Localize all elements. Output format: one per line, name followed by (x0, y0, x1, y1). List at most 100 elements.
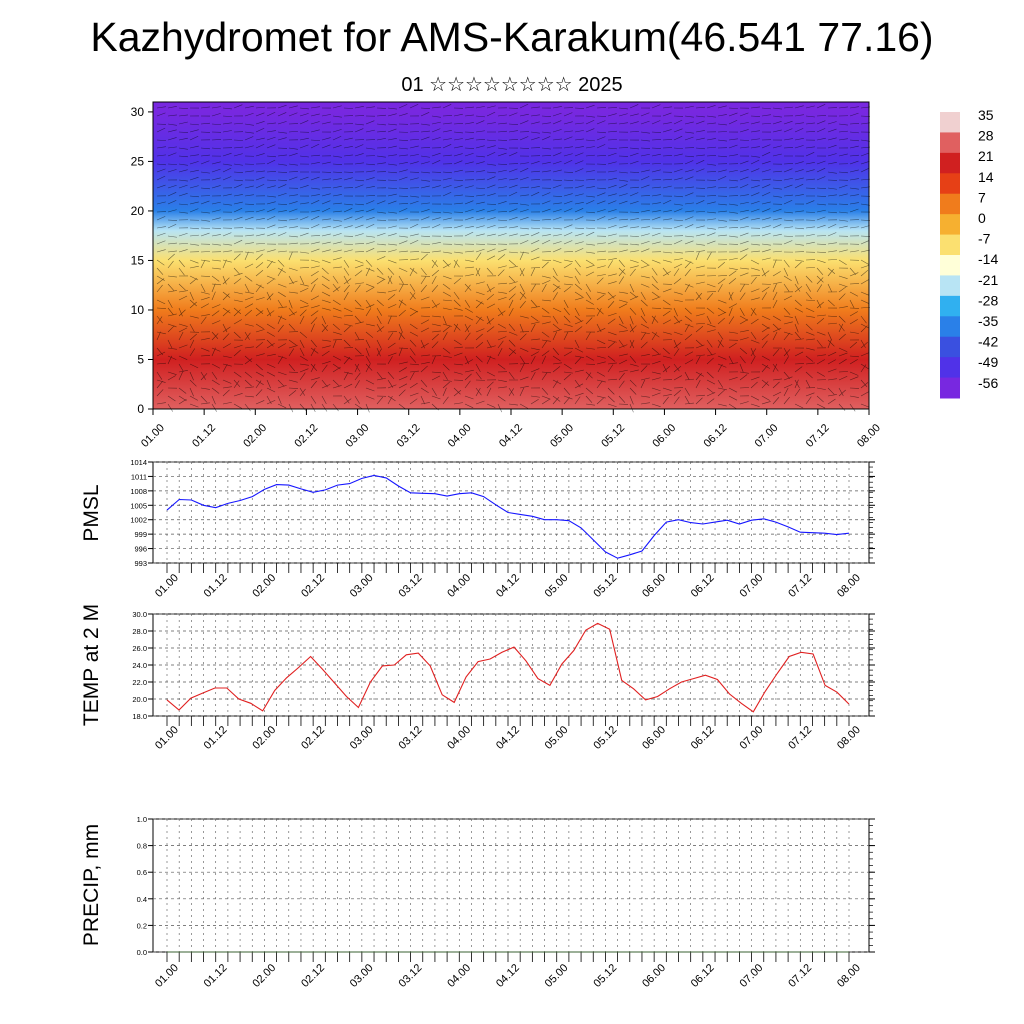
wind-vector (464, 359, 473, 365)
colorbar-swatch (940, 336, 960, 358)
wind-vector (365, 347, 370, 357)
wind-vector (750, 159, 760, 165)
wind-vector (739, 307, 745, 316)
wind-vector (266, 293, 274, 301)
wind-vector (321, 207, 331, 213)
wind-vector (585, 332, 591, 341)
wind-vector (200, 160, 210, 165)
wind-vector (607, 331, 617, 336)
wind-vector (200, 259, 206, 269)
wind-vector (365, 395, 375, 400)
wind-vector (541, 200, 551, 205)
wind-vector (827, 331, 832, 341)
wind-vector (563, 171, 574, 173)
wind-vector (255, 253, 263, 261)
wind-vector (783, 163, 794, 165)
wind-vector (453, 243, 463, 246)
wind-vector (695, 281, 705, 285)
wind-vector (805, 307, 815, 313)
wind-vector (244, 105, 254, 109)
wind-vector (607, 200, 617, 205)
wind-vector (431, 211, 441, 214)
wind-vector (651, 147, 662, 149)
wind-vector (442, 371, 448, 380)
wind-vector (453, 194, 463, 197)
wind-vector (189, 234, 199, 237)
wind-vector (310, 209, 320, 213)
wind-vector (332, 307, 342, 312)
wind-vector (673, 128, 683, 133)
wind-vector (794, 145, 804, 149)
wind-vector (783, 177, 793, 181)
wind-vector (321, 395, 327, 405)
wind-vector (684, 351, 694, 357)
wind-vector (607, 113, 617, 117)
wind-vector (332, 355, 342, 361)
wind-vector (398, 383, 408, 389)
wind-vector (706, 398, 715, 405)
wind-vector (266, 371, 276, 377)
wind-vector (618, 276, 625, 285)
wind-vector (519, 168, 529, 173)
wind-vector (695, 137, 705, 141)
wind-vector (552, 315, 559, 324)
wind-vector (640, 209, 650, 213)
wind-vector (277, 291, 286, 297)
wind-vector (299, 331, 308, 339)
wind-vector (321, 200, 331, 205)
wind-vector (717, 131, 728, 133)
wind-vector (420, 155, 430, 158)
wind-vector (156, 168, 166, 173)
wind-vector (189, 278, 198, 285)
wind-vector (706, 307, 715, 314)
wind-vector (816, 195, 827, 197)
wind-vector (277, 104, 287, 109)
wind-vector (497, 169, 507, 173)
wind-vector (288, 226, 298, 229)
wind-vector (750, 331, 757, 340)
wind-vector (310, 129, 320, 133)
wind-vector (365, 287, 374, 293)
wind-vector (431, 315, 441, 318)
wind-vector (365, 248, 375, 253)
wind-vector (728, 403, 737, 410)
wind-vector (475, 291, 485, 296)
wind-vector (794, 283, 801, 292)
wind-vector (277, 379, 285, 387)
wind-vector (310, 395, 317, 404)
wind-vector (772, 224, 782, 229)
wind-vector (222, 107, 232, 110)
wind-vector (288, 163, 298, 166)
wind-vector (420, 136, 430, 141)
wind-vector (464, 216, 474, 221)
wind-vector (607, 355, 616, 362)
wind-vector (486, 317, 494, 325)
wind-vector (244, 379, 252, 387)
series-line (166, 474, 850, 559)
wind-vector (750, 347, 755, 357)
wind-vector (376, 299, 384, 307)
wind-vector (618, 193, 628, 197)
y-tick-label: 0.8 (137, 842, 147, 851)
x-tick-label: 07.00 (738, 724, 766, 752)
wind-vector (156, 139, 166, 141)
wind-vector (354, 233, 364, 237)
wind-vector (365, 355, 371, 364)
wind-vector (233, 272, 243, 277)
wind-vector (772, 179, 782, 182)
wind-vector (255, 262, 264, 269)
wind-vector (409, 154, 419, 157)
wind-vector (673, 291, 683, 295)
wind-vector (574, 275, 580, 284)
wind-vector (475, 316, 482, 325)
wind-vector (585, 195, 595, 198)
wind-vector (541, 131, 551, 134)
wind-vector (849, 154, 859, 157)
wind-vector (585, 347, 595, 350)
wind-vector (332, 241, 342, 245)
wind-vector (816, 120, 826, 125)
wind-vector (827, 283, 833, 293)
wind-vector (717, 105, 727, 109)
wind-vector (178, 193, 188, 197)
